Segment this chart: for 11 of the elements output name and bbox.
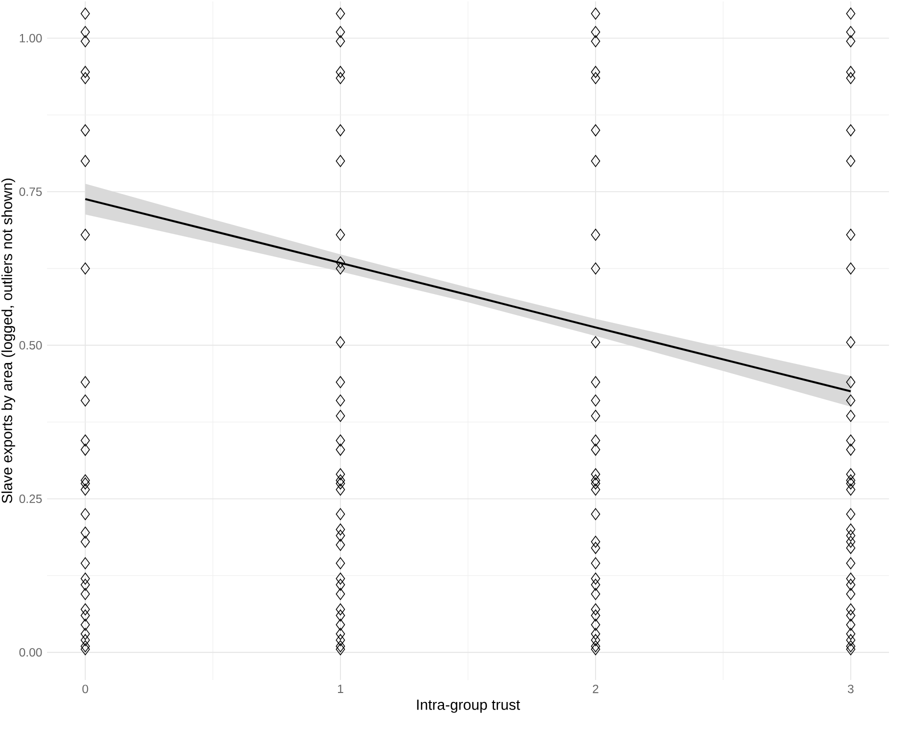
x-tick-label: 0: [82, 684, 88, 694]
y-tick-label: 0.50: [19, 341, 42, 350]
y-tick-label: 0.25: [19, 494, 42, 504]
y-axis-title: Slave exports by area (logged, outliers not shown): [1, 178, 16, 504]
y-tick-label: 0.75: [19, 187, 42, 196]
x-tick-label: 1: [338, 684, 344, 693]
y-tick-label: 0.00: [19, 648, 42, 657]
x-tick-label: 3: [848, 684, 854, 694]
x-tick-label: 2: [592, 684, 598, 694]
y-tick-label: 1.00: [20, 34, 42, 42]
x-axis-title: Intra-group trust: [417, 700, 520, 713]
